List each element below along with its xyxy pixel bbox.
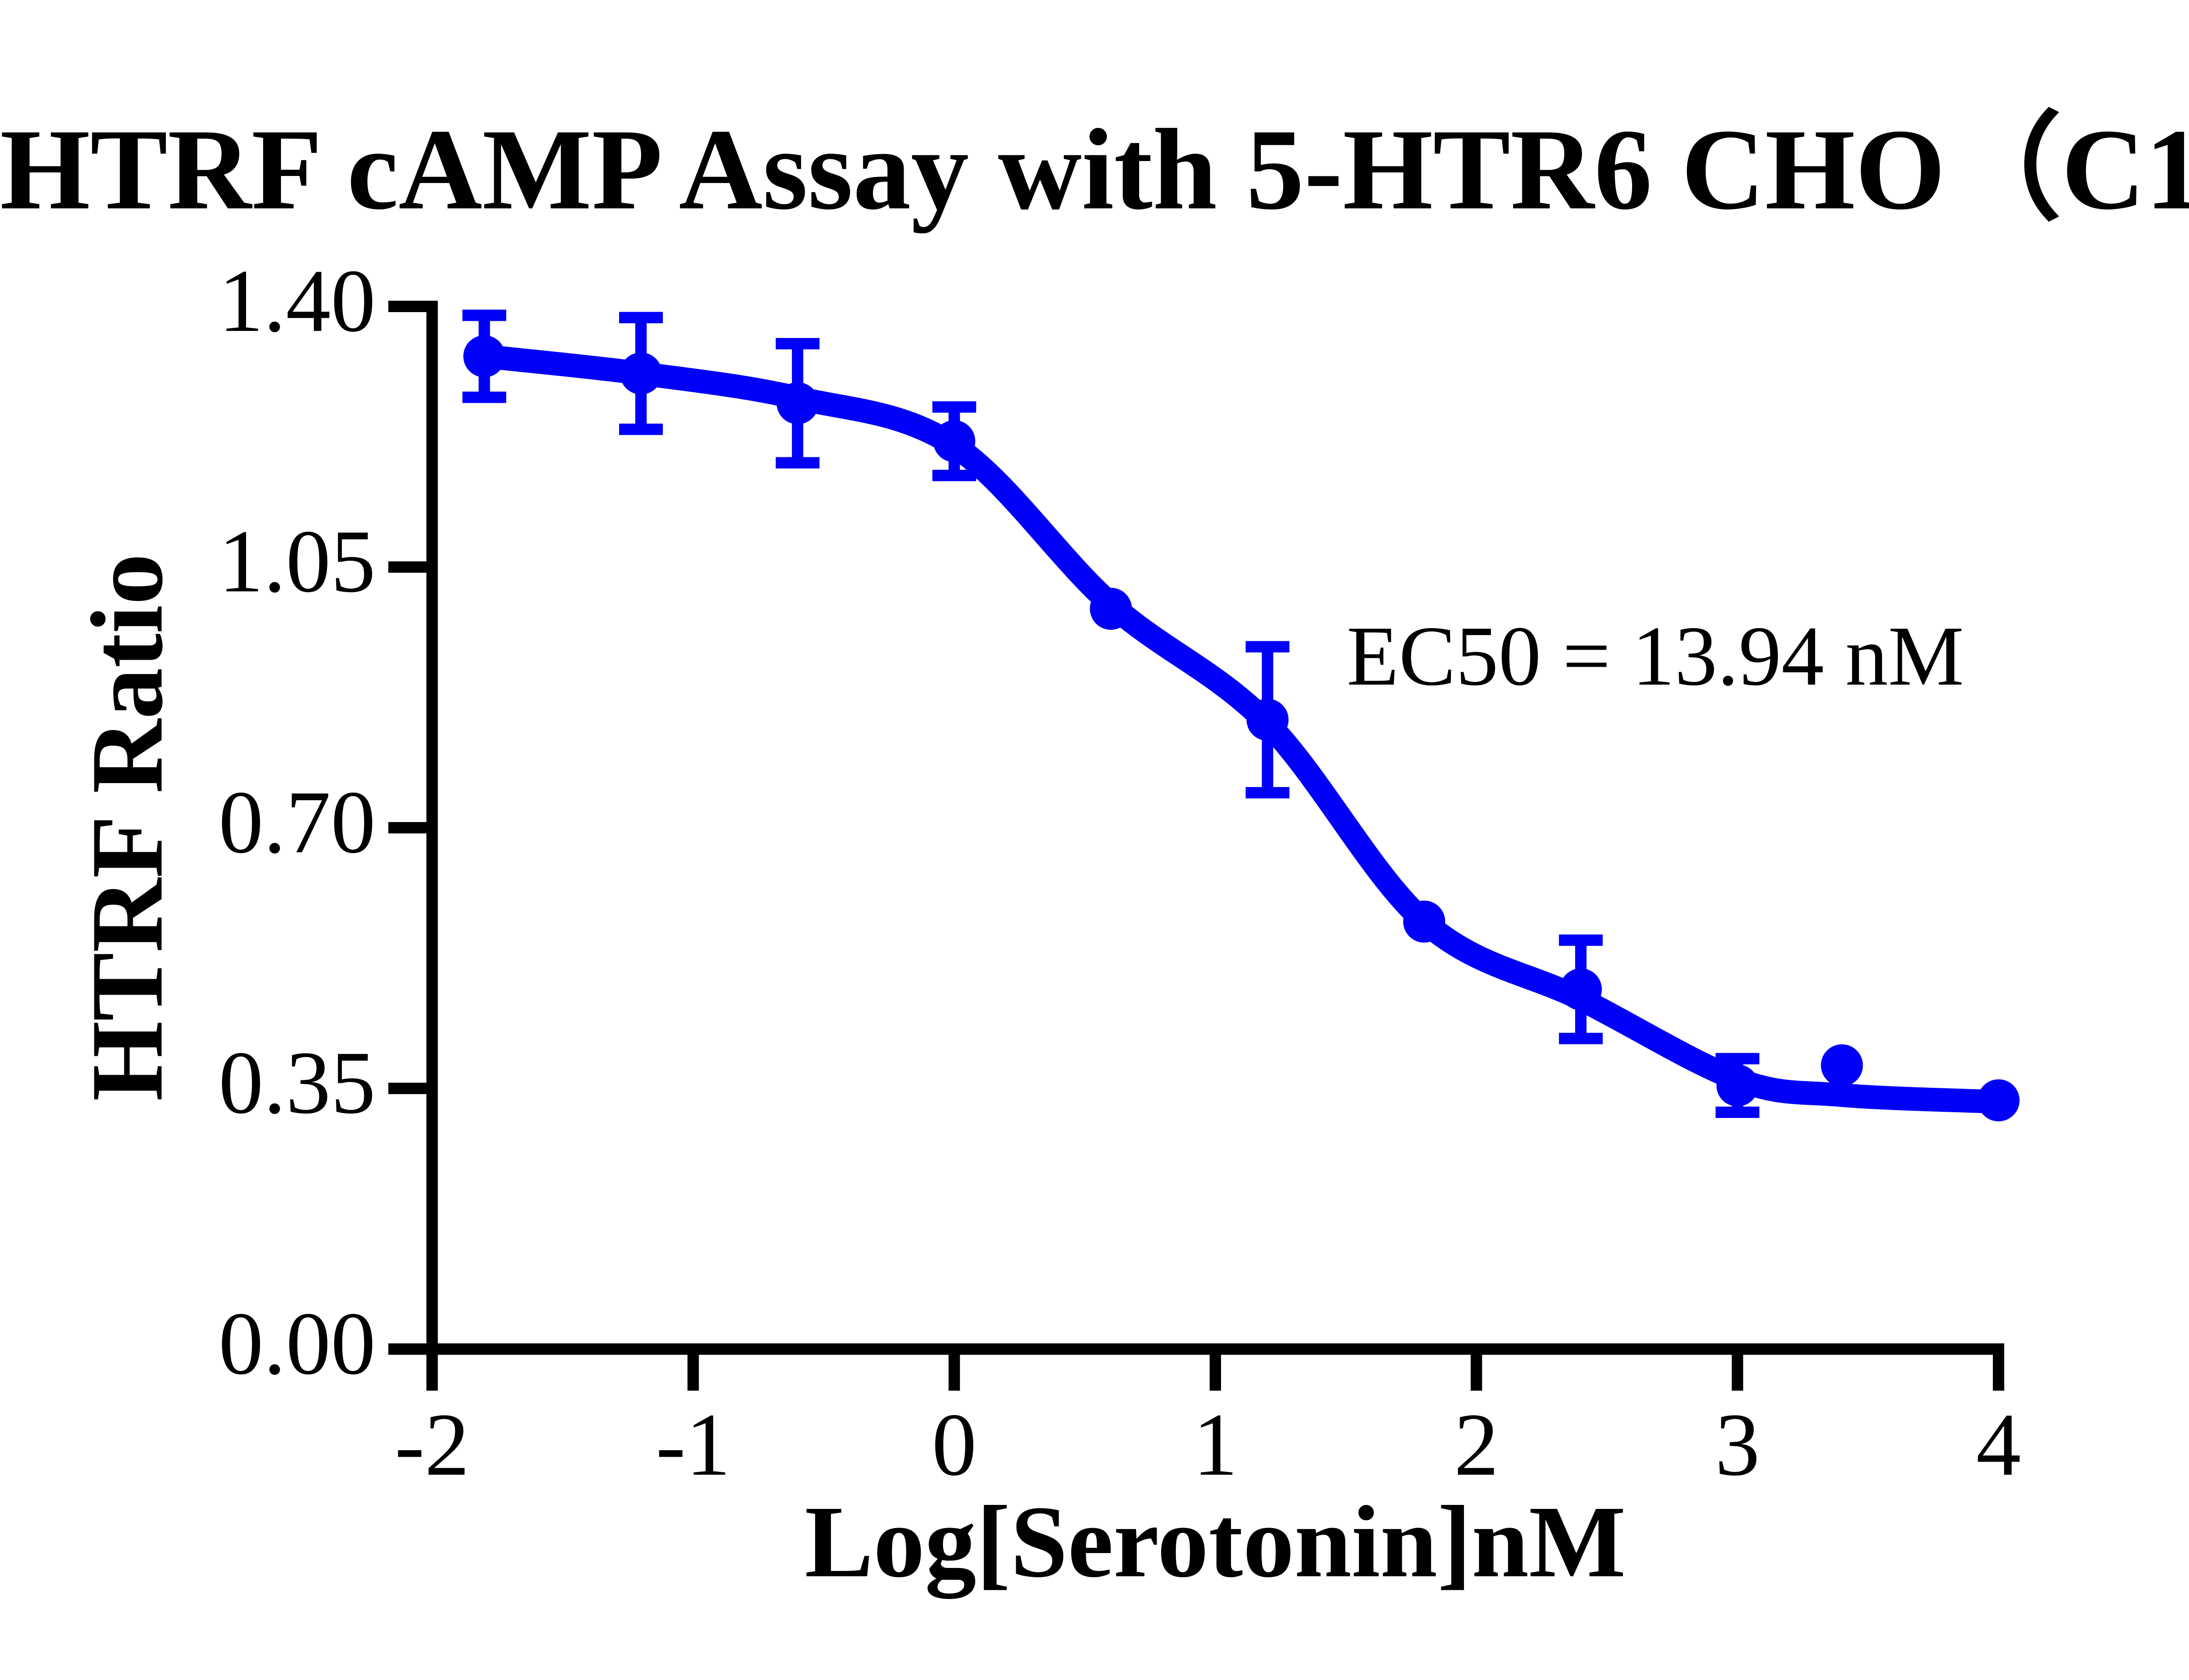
x-tick-label: -2 — [394, 1395, 470, 1494]
y-tick-label: 1.05 — [218, 512, 376, 612]
y-tick-label: 0.00 — [218, 1294, 376, 1393]
data-point — [1559, 968, 1602, 1011]
ec50-annotation: EC50 = 13.94 nM — [1347, 609, 1964, 703]
data-point — [1090, 587, 1132, 630]
data-point — [933, 420, 975, 462]
data-point — [1403, 900, 1446, 943]
chart-title: HTRF cAMP Assay with 5-HTR6 CHO（C121） — [0, 105, 2189, 234]
dose-response-curve — [472, 344, 2010, 1114]
data-point — [1821, 1044, 1863, 1086]
x-tick-label: 0 — [932, 1395, 977, 1494]
data-point — [1246, 699, 1289, 741]
data-point — [1716, 1064, 1759, 1107]
data-point — [463, 335, 506, 377]
x-tick-label: -1 — [655, 1395, 731, 1494]
data-point — [776, 382, 819, 425]
x-axis-title: Log[Serotonin]nM — [805, 1485, 1626, 1599]
y-tick-label: 1.40 — [218, 251, 376, 351]
data-point — [620, 352, 662, 395]
y-tick-label: 0.70 — [218, 772, 376, 872]
x-tick-label: 3 — [1715, 1395, 1760, 1494]
y-tick-label: 0.35 — [218, 1033, 376, 1133]
x-tick-label: 4 — [1976, 1395, 2021, 1494]
data-point — [1977, 1079, 2020, 1121]
x-tick-label: 1 — [1193, 1395, 1238, 1494]
x-tick-label: 2 — [1454, 1395, 1499, 1494]
